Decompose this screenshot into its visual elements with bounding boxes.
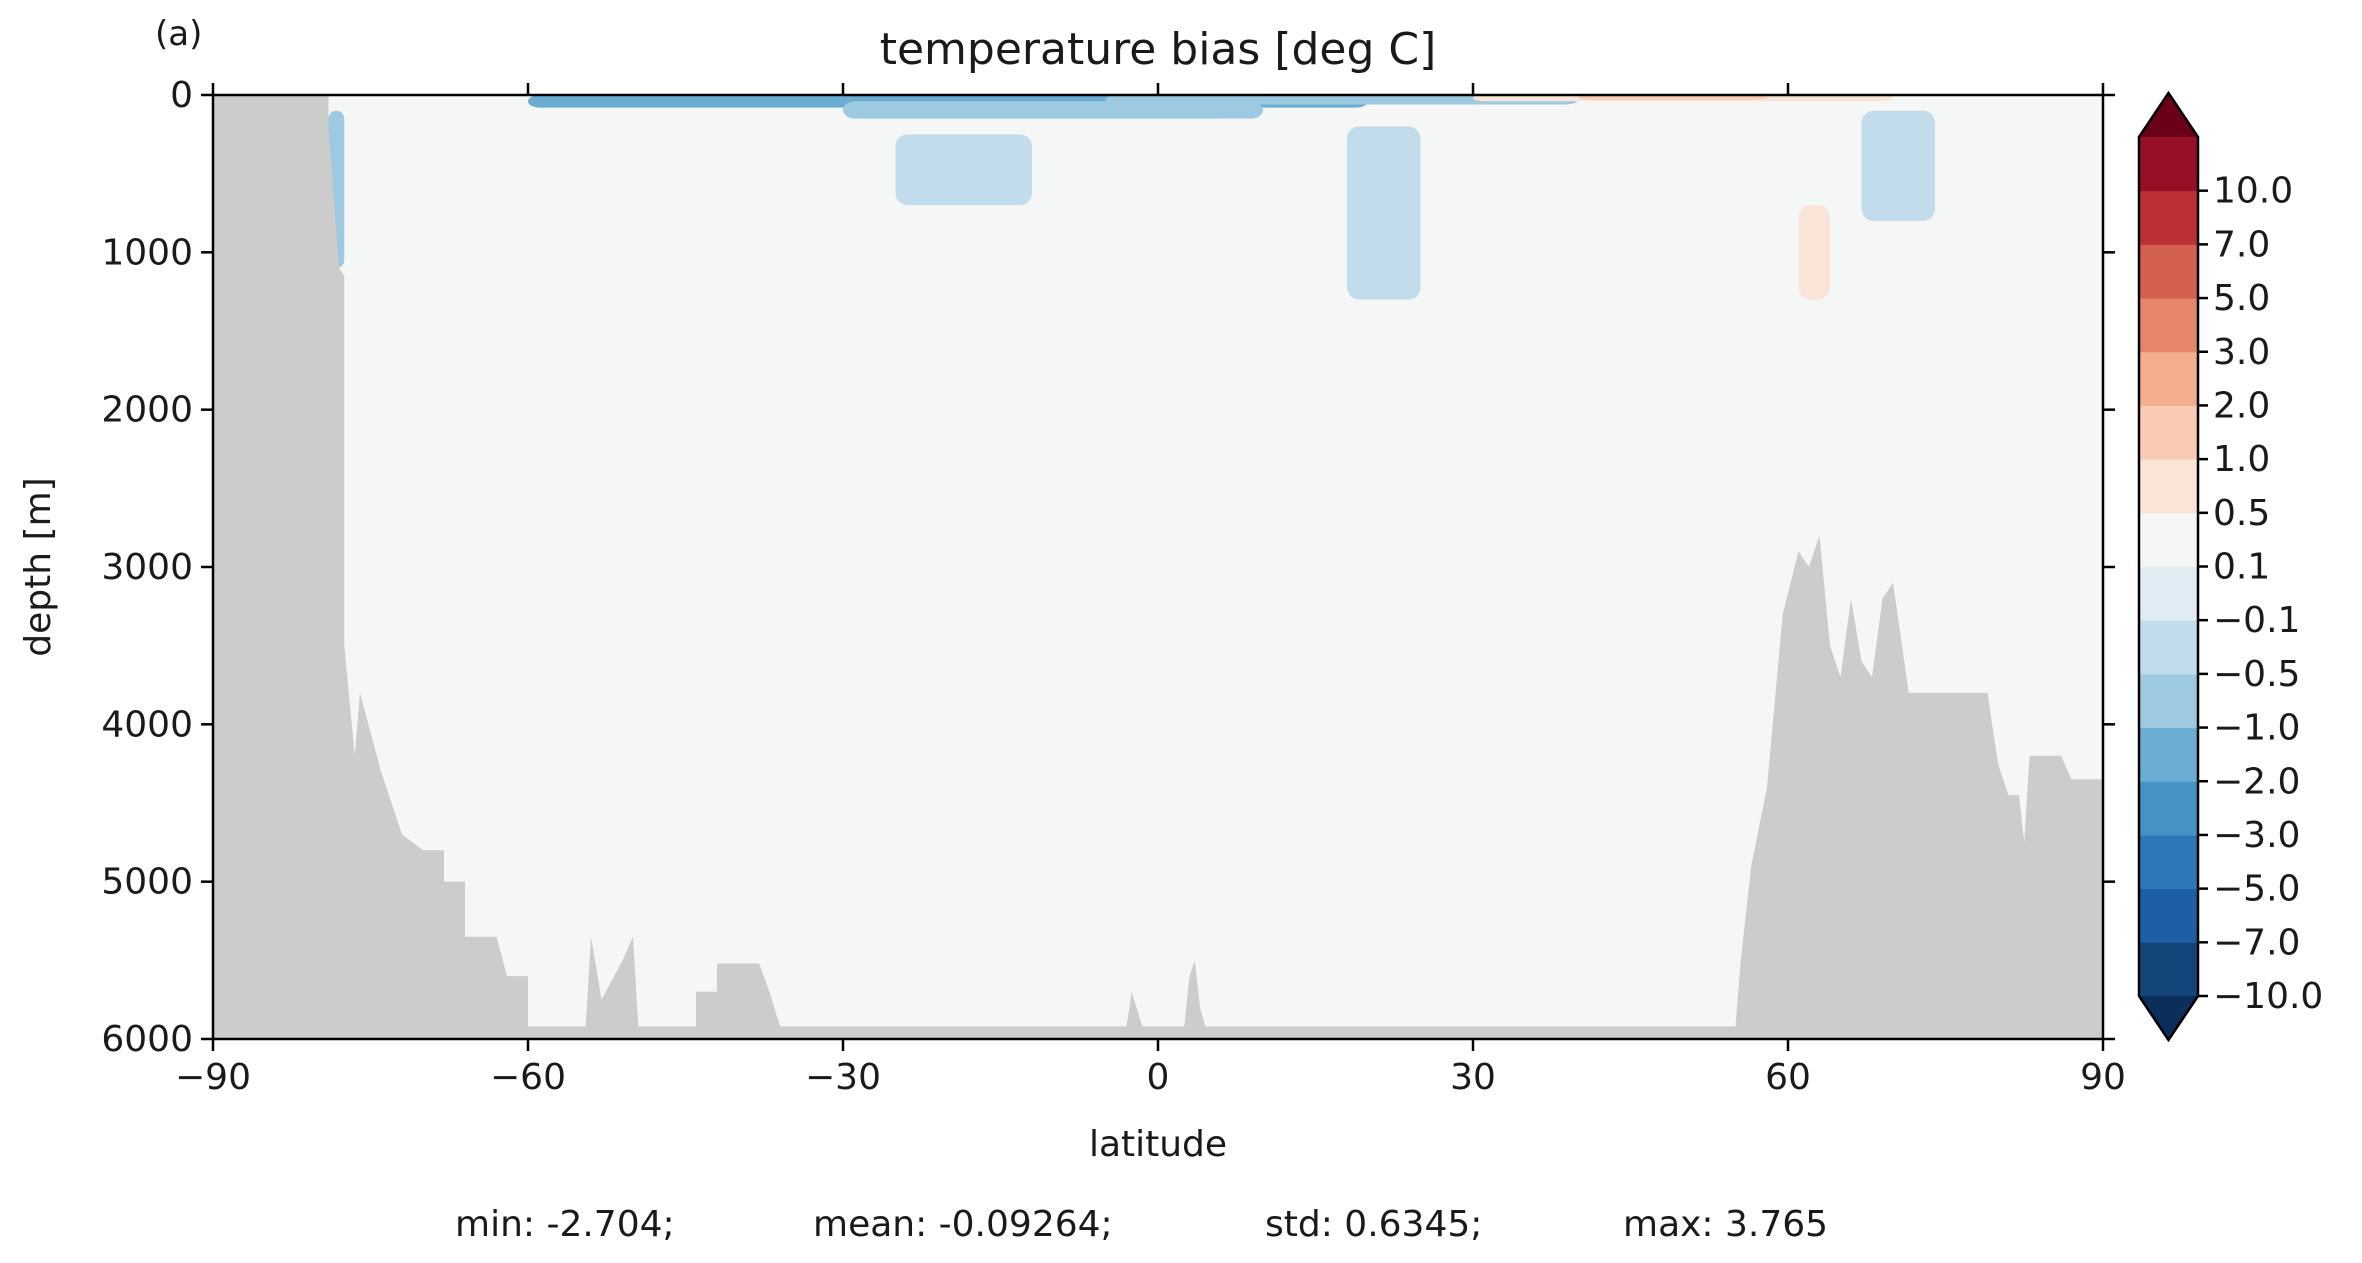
colorbar-tick-label: 1.0 (2213, 439, 2270, 480)
colorbar-bin (2139, 834, 2198, 890)
bias-region-6 (580, 118, 843, 174)
y-tick-label: 6000 (101, 1019, 193, 1060)
colorbar-bin (2139, 405, 2198, 460)
chart-title: temperature bias [deg C] (880, 24, 1437, 75)
colorbar-tick-label: 0.1 (2213, 547, 2270, 588)
stat-min: min: -2.704; (455, 1204, 675, 1245)
bias-region-13 (1798, 205, 1830, 300)
stat-max: max: 3.765 (1623, 1204, 1828, 1245)
colorbar-tick-label: −1.0 (2213, 708, 2300, 749)
colorbar-bin (2139, 512, 2198, 567)
stat-mean: mean: -0.09264; (813, 1204, 1113, 1245)
bias-region-9 (1210, 118, 1316, 158)
x-axis-label: latitude (1089, 1124, 1227, 1165)
y-tick-label: 3000 (101, 547, 193, 588)
bias-region-11 (1441, 142, 1515, 206)
stat-std: std: 0.6345; (1265, 1204, 1482, 1245)
bias-region-2 (1105, 95, 1578, 105)
colorbar-bin (2139, 298, 2198, 353)
bias-region-1 (843, 101, 1263, 119)
colorbar-bin (2139, 566, 2198, 621)
colorbar-tick-label: 2.0 (2213, 385, 2270, 426)
bias-region-15 (1861, 110, 1935, 221)
x-tick-label: 60 (1765, 1057, 1811, 1098)
plot-area: −90 −60 −30 0 30 60 90 0 1000 2000 3000 4000 5000 60… (101, 75, 2126, 1098)
colorbar-bin (2139, 781, 2198, 836)
x-axis: −90 −60 −30 0 30 60 90 (175, 83, 2126, 1098)
colorbar-tick-label: 7.0 (2213, 224, 2270, 265)
y-tick-label: 4000 (101, 704, 193, 745)
colorbar-bin (2139, 727, 2198, 782)
colorbar-bin (2139, 673, 2198, 729)
y-tick-label: 2000 (101, 390, 193, 431)
y-axis: 0 1000 2000 3000 4000 5000 6000 (101, 75, 2115, 1060)
y-tick-label: 0 (170, 75, 193, 116)
bias-region-7 (895, 134, 1032, 206)
colorbar-tick-label: −3.0 (2213, 815, 2300, 856)
colorbar-tick-label: 3.0 (2213, 332, 2270, 373)
x-tick-label: 90 (2080, 1057, 2126, 1098)
colorbar-tick-label: −7.0 (2213, 922, 2300, 963)
bias-region-12 (1767, 107, 1851, 505)
colorbar-bin (2139, 137, 2198, 192)
bias-region-10 (1347, 126, 1421, 300)
colorbar-tick-label: 5.0 (2213, 278, 2270, 319)
colorbar-bin (2139, 459, 2198, 514)
seafloor-land-mask (213, 95, 2103, 1039)
colorbar-over-arrow (2139, 93, 2198, 137)
colorbar-bin (2139, 620, 2198, 675)
y-tick-label: 5000 (101, 862, 193, 903)
bias-region-5 (339, 101, 476, 158)
colorbar-tick-label: 0.5 (2213, 493, 2270, 534)
x-tick-label: −30 (805, 1057, 881, 1098)
colorbar: −10.0 −7.0 −5.0 −3.0 −2.0 −1.0 −0.5 −0.1 0.1 0.5 1… (2137, 90, 2323, 1043)
x-tick-label: −90 (175, 1057, 251, 1098)
panel-label: (a) (155, 14, 202, 54)
bias-region-8 (1032, 126, 1137, 166)
colorbar-bin (2139, 190, 2198, 245)
colorbar-bin (2139, 942, 2198, 997)
colorbar-bin (2139, 351, 2198, 406)
colorbar-bin (2139, 888, 2198, 943)
stats-line: min: -2.704; mean: -0.09264; std: 0.6345… (455, 1204, 1828, 1245)
y-axis-label: depth [m] (18, 477, 59, 656)
colorbar-tick-label: −0.1 (2213, 600, 2300, 641)
colorbar-tick-label: 10.0 (2213, 171, 2293, 212)
x-tick-label: 30 (1450, 1057, 1496, 1098)
bias-field (328, 95, 1935, 505)
colorbar-tick-label: −5.0 (2213, 869, 2300, 910)
colorbar-tick-label: −2.0 (2213, 761, 2300, 802)
x-tick-label: 0 (1147, 1057, 1170, 1098)
colorbar-tick-label: −0.5 (2213, 654, 2300, 695)
colorbar-bin (2139, 244, 2198, 299)
x-tick-label: −60 (490, 1057, 566, 1098)
colorbar-under-arrow (2139, 996, 2198, 1040)
colorbar-tick-label: −10.0 (2213, 976, 2323, 1017)
y-tick-label: 1000 (101, 232, 193, 273)
